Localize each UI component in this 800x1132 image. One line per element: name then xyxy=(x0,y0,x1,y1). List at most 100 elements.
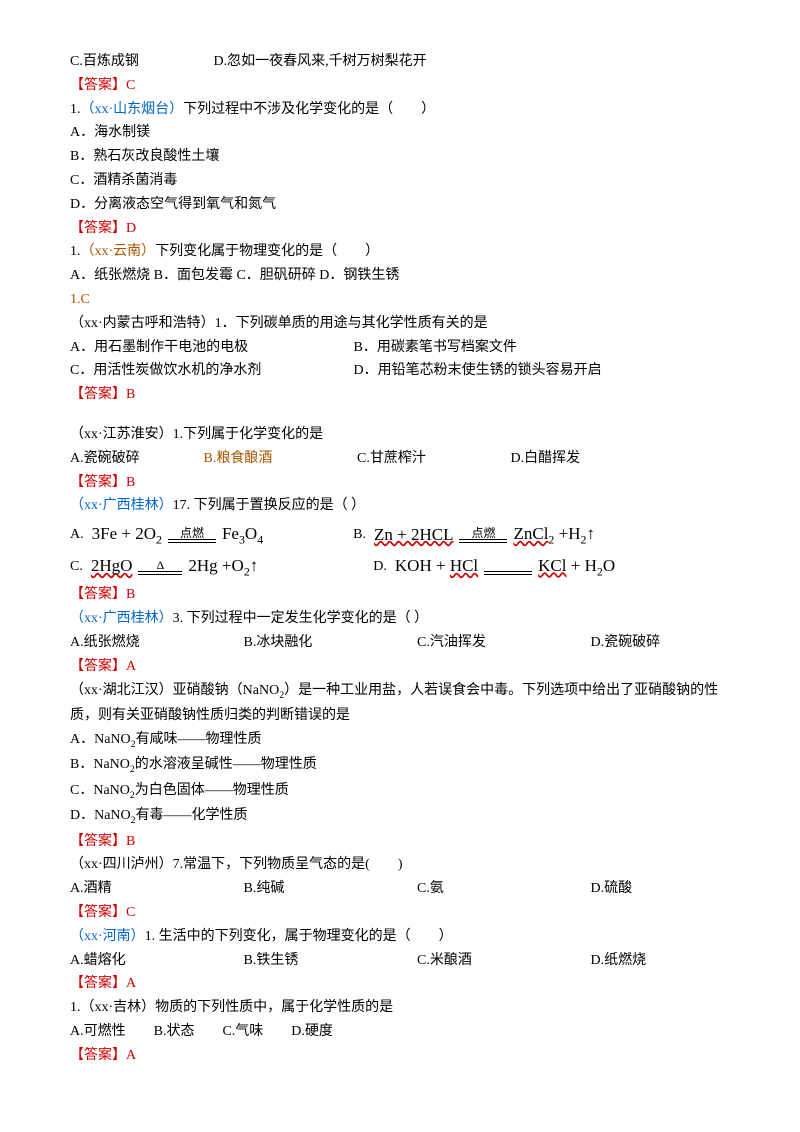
q10-stem: 1.（xx·吉林）物质的下列性质中，属于化学性质的是 xyxy=(70,996,730,1020)
q4-A: A.瓷碗破碎 xyxy=(70,447,200,471)
q5-labelA: A. xyxy=(70,523,84,547)
answer-value: A xyxy=(126,659,136,674)
q6-answer: 【答案】A xyxy=(70,655,730,679)
q9-A: A.蜡熔化 xyxy=(70,949,240,973)
q4-stem: （xx·江苏淮安）1.下列属于化学变化的是 xyxy=(70,423,730,447)
q8-answer: 【答案】C xyxy=(70,901,730,925)
q5-source: （xx·广西桂林） xyxy=(70,498,173,513)
q5-answer: 【答案】B xyxy=(70,583,730,607)
q7-D: D．NaNO2有毒——化学性质 xyxy=(70,804,730,829)
q1-source: （xx·山东烟台） xyxy=(81,102,184,117)
q4-C: C.甘蔗榨汁 xyxy=(357,447,507,471)
q5-eqA: A. 3Fe + 2O2 点燃 Fe3O4 xyxy=(70,520,263,550)
q9-answer: 【答案】A xyxy=(70,972,730,996)
q6-B: B.冰块融化 xyxy=(244,631,414,655)
q6-text: 3. 下列过程中一定发生化学变化的是（ ） xyxy=(173,611,429,626)
answer-value: C xyxy=(126,78,135,93)
eqC-arrow: Δ xyxy=(138,559,182,575)
eqA-arrow: 点燃 xyxy=(168,527,216,543)
q5-text: 17. 下列属于置换反应的是（ ） xyxy=(173,498,366,513)
q0-answer: 【答案】C xyxy=(70,74,730,98)
q5-labelB: B. xyxy=(353,523,366,547)
answer-value: B xyxy=(126,587,135,602)
q1-stem: 1.（xx·山东烟台）下列过程中不涉及化学变化的是（ ） xyxy=(70,98,730,122)
q9-D: D.纸燃烧 xyxy=(591,953,647,968)
q6-stem: （xx·广西桂林）3. 下列过程中一定发生化学变化的是（ ） xyxy=(70,607,730,631)
answer-value: A xyxy=(126,976,136,991)
q8-B: B.纯碱 xyxy=(244,877,414,901)
answer-label: 【答案】 xyxy=(70,221,126,236)
q5-eqC: C. 2HgO Δ 2Hg +O2↑ xyxy=(70,552,258,582)
q1-text: 下列过程中不涉及化学变化的是（ ） xyxy=(183,102,435,117)
q8-C: C.氨 xyxy=(417,877,587,901)
q3-B: B．用碳素笔书写档案文件 xyxy=(354,340,517,355)
answer-label: 【答案】 xyxy=(70,587,126,602)
q2-answer: 1.C xyxy=(70,288,730,312)
q9-source: （xx·河南） xyxy=(70,929,145,944)
q1-C: C．酒精杀菌消毒 xyxy=(70,169,730,193)
q3-answer: 【答案】B xyxy=(70,383,730,407)
eqD-left: KOH + HCl xyxy=(395,552,478,581)
q9-text: 1. 生活中的下列变化，属于物理变化的是（ ） xyxy=(145,929,453,944)
q3-C: C．用活性炭做饮水机的净水剂 xyxy=(70,359,350,383)
q6-D: D.瓷碗破碎 xyxy=(591,635,661,650)
q8-stem: （xx·四川泸州）7.常温下，下列物质呈气态的是( ) xyxy=(70,853,730,877)
q1-num: 1. xyxy=(70,102,81,117)
q4-options: A.瓷碗破碎 B.粮食酿酒 C.甘蔗榨汁 D.白醋挥发 xyxy=(70,447,730,471)
q1-answer: 【答案】D xyxy=(70,217,730,241)
answer-label: 【答案】 xyxy=(70,387,126,402)
q6-C: C.汽油挥发 xyxy=(417,631,587,655)
answer-label: 【答案】 xyxy=(70,78,126,93)
eqA-right: Fe3O4 xyxy=(222,520,263,550)
q8-options: A.酒精 B.纯碱 C.氨 D.硫酸 xyxy=(70,877,730,901)
q5-labelD: D. xyxy=(373,555,387,579)
answer-value: A xyxy=(126,1048,136,1063)
q0-optC: C.百炼成钢 xyxy=(70,50,210,74)
q10-options: A.可燃性 B.状态 C.气味 D.硬度 xyxy=(70,1020,730,1044)
eqC-left: 2HgO xyxy=(91,552,133,581)
q2-source: （xx·云南） xyxy=(81,244,156,259)
q10-answer: 【答案】A xyxy=(70,1044,730,1068)
q3-row2: C．用活性炭做饮水机的净水剂 D．用铅笔芯粉末使生锈的锁头容易开启 xyxy=(70,359,730,383)
q7-A: A．NaNO2有咸味——物理性质 xyxy=(70,728,730,753)
answer-label: 【答案】 xyxy=(70,1048,126,1063)
q9-stem: （xx·河南）1. 生活中的下列变化，属于物理变化的是（ ） xyxy=(70,925,730,949)
q7-answer: 【答案】B xyxy=(70,830,730,854)
q5-rowCD: C. 2HgO Δ 2Hg +O2↑ D. KOH + HCl KCl + H2… xyxy=(70,552,730,582)
answer-label: 【答案】 xyxy=(70,905,126,920)
answer-label: 【答案】 xyxy=(70,659,126,674)
q7-C: C．NaNO2为白色固体——物理性质 xyxy=(70,779,730,804)
q7-B: B．NaNO2的水溶液呈碱性——物理性质 xyxy=(70,753,730,778)
q3-stem: （xx·内蒙古呼和浩特）1．下列碳单质的用途与其化学性质有关的是 xyxy=(70,312,730,336)
eqB-left: Zn + 2HCL xyxy=(374,521,453,550)
q0-optD: D.忽如一夜春风来,千树万树梨花开 xyxy=(214,54,427,69)
q2-options: A．纸张燃烧 B．面包发霉 C．胆矾研碎 D．钢铁生锈 xyxy=(70,264,730,288)
answer-value: B xyxy=(126,475,135,490)
answer-value: C xyxy=(126,905,135,920)
q5-eqB: B. Zn + 2HCL 点燃 ZnCl2 +H2↑ xyxy=(353,520,595,550)
q3-row1: A．用石墨制作干电池的电极 B．用碳素笔书写档案文件 xyxy=(70,336,730,360)
q2-stem: 1.（xx·云南）下列变化属于物理变化的是（ ） xyxy=(70,240,730,264)
q3-A: A．用石墨制作干电池的电极 xyxy=(70,336,350,360)
q1-B: B．熟石灰改良酸性土壤 xyxy=(70,145,730,169)
q5-eqD: D. KOH + HCl KCl + H2O xyxy=(373,552,615,582)
answer-value: B xyxy=(126,387,135,402)
q4-B: B.粮食酿酒 xyxy=(204,447,354,471)
eqC-right: 2Hg +O2↑ xyxy=(188,552,258,582)
q6-A: A.纸张燃烧 xyxy=(70,631,240,655)
answer-label: 【答案】 xyxy=(70,976,126,991)
q2-text: 下列变化属于物理变化的是（ ） xyxy=(155,244,379,259)
q6-options: A.纸张燃烧 B.冰块融化 C.汽油挥发 D.瓷碗破碎 xyxy=(70,631,730,655)
q8-A: A.酒精 xyxy=(70,877,240,901)
q9-B: B.铁生锈 xyxy=(244,949,414,973)
q4-D: D.白醋挥发 xyxy=(511,451,581,466)
answer-label: 【答案】 xyxy=(70,475,126,490)
eqB-arrow: 点燃 xyxy=(459,527,507,543)
q7-stem: （xx·湖北江汉）亚硝酸钠（NaNO2）是一种工业用盐，人若误食会中毒。下列选项… xyxy=(70,679,730,728)
q8-D: D.硫酸 xyxy=(591,881,633,896)
q1-A: A．海水制镁 xyxy=(70,121,730,145)
q3-D: D．用铅笔芯粉末使生锈的锁头容易开启 xyxy=(354,363,602,378)
q0-options: C.百炼成钢 D.忽如一夜春风来,千树万树梨花开 xyxy=(70,50,730,74)
answer-label: 【答案】 xyxy=(70,834,126,849)
q9-options: A.蜡熔化 B.铁生锈 C.米酿酒 D.纸燃烧 xyxy=(70,949,730,973)
